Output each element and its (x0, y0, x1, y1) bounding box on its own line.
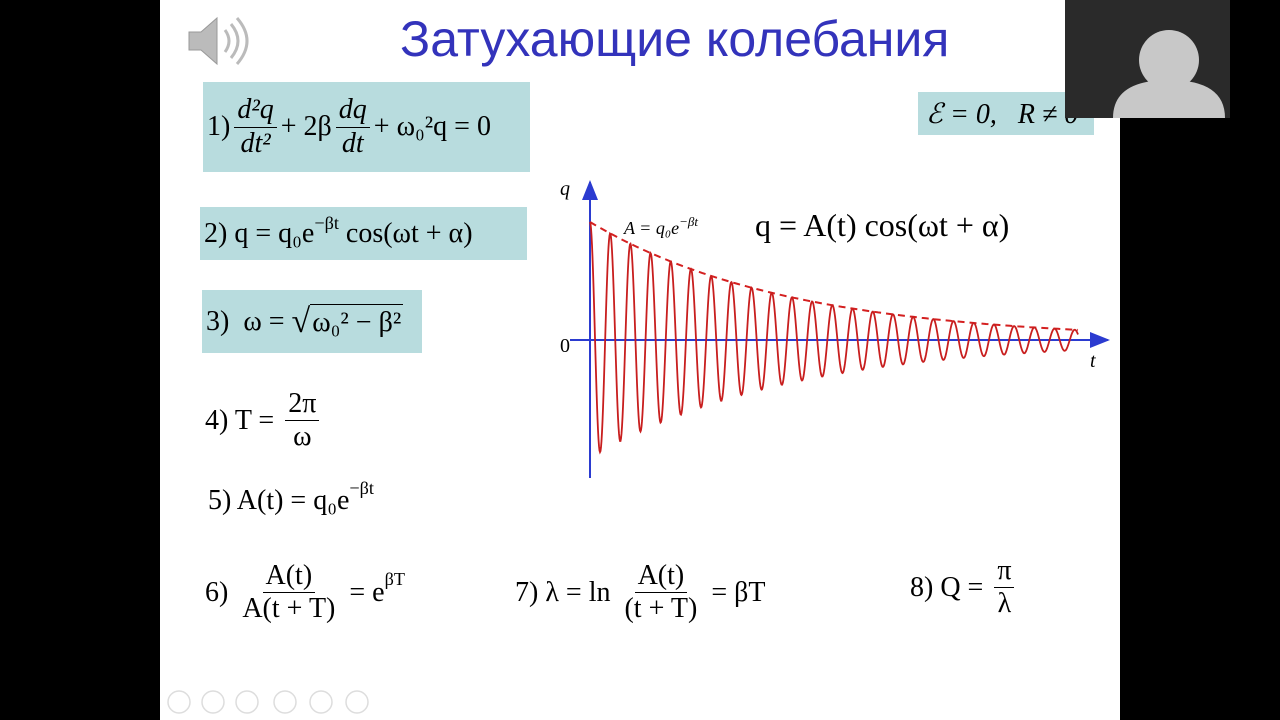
text: dt (341, 127, 364, 159)
formula-4: 4) T = 2π ω (205, 383, 323, 458)
envelope-label: A = q₀e−βt (623, 214, 698, 238)
text: A = q₀e (623, 218, 679, 238)
text: (t + T) (624, 593, 698, 624)
condition: ℰ = 0, R ≠ 0 (918, 92, 1094, 135)
speaker-icon (188, 16, 249, 66)
y-label: q (560, 178, 570, 200)
text: cos(ωt + α) (338, 217, 473, 249)
formula-6: 6) A(t) A(t + T) = e βT (205, 555, 405, 630)
text: dq (335, 94, 370, 128)
oscillation-curve (589, 221, 1079, 455)
text: βT (384, 569, 405, 589)
text: 7) λ = ln (515, 576, 618, 608)
slide-toolbar[interactable] (165, 688, 375, 716)
text: A(t + T) (242, 593, 336, 624)
text: 1) (207, 111, 231, 142)
graph-equation: q = A(t) cos(ωt + α) (755, 207, 1009, 243)
formula-2: 2) q = q₀e −βt cos(ωt + α) (200, 207, 527, 260)
text: 2π (285, 388, 320, 421)
text: + 2β (280, 111, 332, 142)
text: d²q (234, 94, 277, 128)
text: ω₀² − β² (310, 304, 404, 339)
formula-5: 5) A(t) = q₀e −βt (208, 478, 374, 523)
text: + ω₀²q = 0 (373, 111, 491, 142)
origin-label: 0 (560, 335, 570, 357)
text: λ (997, 588, 1012, 619)
text: ω (293, 421, 312, 452)
text: A(t) (262, 560, 316, 593)
text: 2) q = q₀e (204, 217, 315, 249)
formula-7: 7) λ = ln A(t) (t + T) = βT (515, 555, 765, 630)
text: −βt (314, 213, 339, 233)
text: = βT (704, 576, 766, 608)
text: dt² (240, 127, 271, 159)
text: π (994, 555, 1015, 588)
text: 3) ω = (206, 305, 292, 337)
text: −βt (349, 478, 374, 498)
graph: q t 0 A = q₀e−βt q = A(t) cos(ωt + α) (560, 178, 1110, 478)
text: 6) (205, 576, 236, 608)
text: 4) T = (205, 404, 282, 436)
text: 8) Q = (910, 571, 991, 603)
slide-title: Затухающие колебания (400, 11, 950, 67)
formula-1: 1) d²q dt² + 2β dq dt + ω₀²q = 0 (203, 82, 530, 172)
text: −βt (679, 214, 698, 229)
webcam (1065, 0, 1230, 118)
text: = e (342, 576, 385, 608)
text: A(t) (634, 560, 688, 593)
formula-3: 3) ω = √ ω₀² − β² (202, 290, 422, 353)
text: 5) A(t) = q₀e (208, 484, 350, 516)
x-label: t (1090, 350, 1096, 372)
